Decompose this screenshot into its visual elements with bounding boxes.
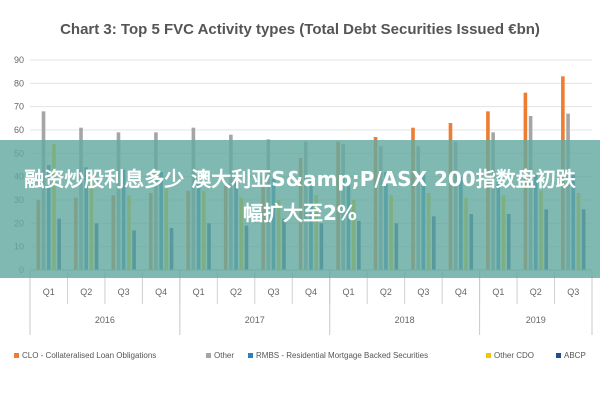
- x-tick-label: Q4: [455, 287, 467, 297]
- x-tick-label: Q3: [567, 287, 579, 297]
- x-year-label: 2016: [95, 315, 115, 325]
- legend-swatch: [248, 353, 253, 358]
- legend-label: Other: [214, 351, 234, 360]
- x-tick-label: Q1: [342, 287, 354, 297]
- x-tick-label: Q3: [417, 287, 429, 297]
- x-tick-label: Q4: [155, 287, 167, 297]
- x-tick-label: Q3: [268, 287, 280, 297]
- x-tick-label: Q4: [305, 287, 317, 297]
- x-tick-label: Q1: [43, 287, 55, 297]
- y-tick-label: 90: [14, 55, 24, 65]
- x-tick-label: Q2: [380, 287, 392, 297]
- news-overlay-banner[interactable]: 融资炒股利息多少 澳大利亚S&amp;P/ASX 200指数盘初跌幅扩大至2%: [0, 140, 600, 278]
- legend-swatch: [486, 353, 491, 358]
- x-tick-label: Q1: [492, 287, 504, 297]
- x-tick-label: Q2: [530, 287, 542, 297]
- legend-label: RMBS - Residential Mortgage Backed Secur…: [256, 351, 428, 360]
- y-tick-label: 70: [14, 102, 24, 112]
- x-tick-label: Q2: [80, 287, 92, 297]
- x-year-label: 2017: [245, 315, 265, 325]
- x-year-label: 2019: [526, 315, 546, 325]
- x-axis: Q1 Q2 Q3 Q4 Q1 Q2 Q3 Q4 Q1 Q2 Q3 Q4 Q1 Q2 Q3 2016 2017 20…: [29, 269, 593, 335]
- x-tick-label: Q2: [230, 287, 242, 297]
- overlay-headline[interactable]: 融资炒股利息多少 澳大利亚S&amp;P/ASX 200指数盘初跌幅扩大至2%: [24, 167, 576, 225]
- x-tick-label: Q1: [193, 287, 205, 297]
- legend-label: CLO - Collateralised Loan Obligations: [22, 351, 156, 360]
- y-tick-label: 80: [14, 78, 24, 88]
- legend-swatch: [14, 353, 19, 358]
- legend-label: ABCP: [564, 351, 586, 360]
- legend: CLO - Collateralised Loan Obligations Oth…: [14, 351, 586, 360]
- y-tick-label: 60: [14, 125, 24, 135]
- chart-title: Chart 3: Top 5 FVC Activity types (Total…: [60, 21, 540, 38]
- legend-swatch: [556, 353, 561, 358]
- x-year-label: 2018: [395, 315, 415, 325]
- legend-label: Other CDO: [494, 351, 534, 360]
- x-tick-label: Q3: [118, 287, 130, 297]
- legend-swatch: [206, 353, 211, 358]
